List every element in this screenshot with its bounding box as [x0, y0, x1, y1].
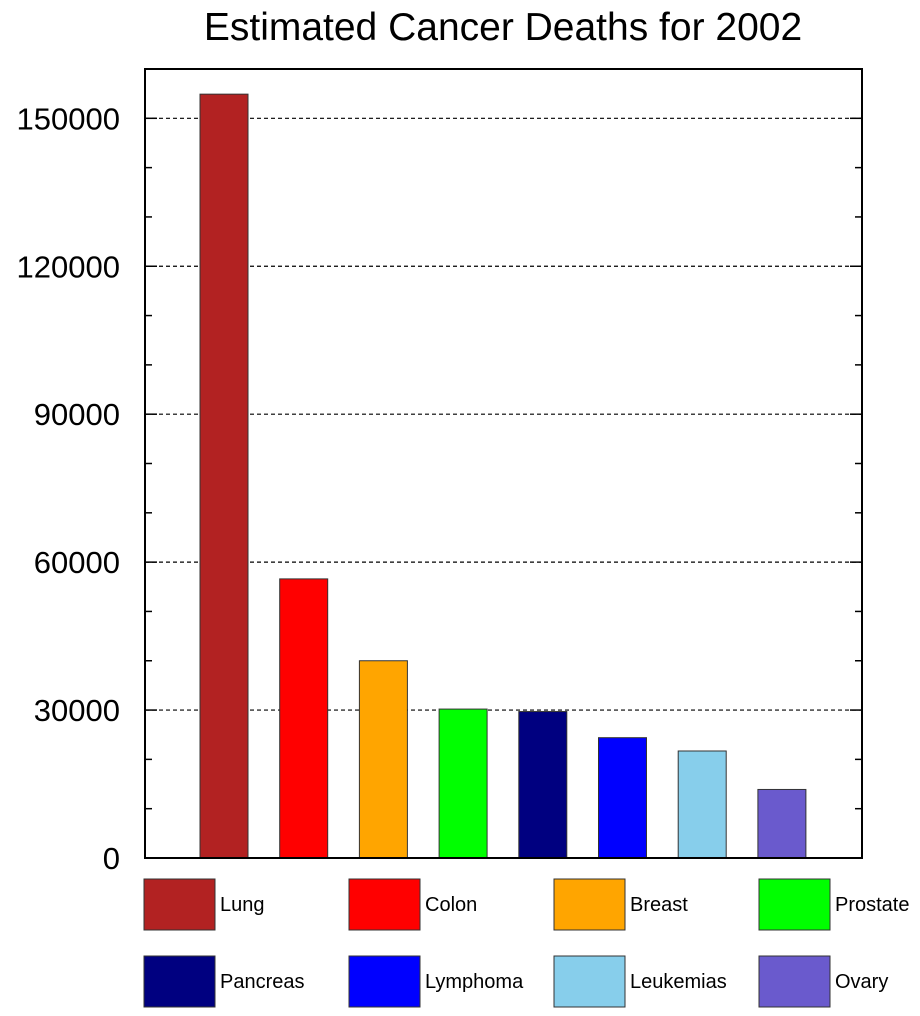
y-tick-label: 150000	[17, 101, 120, 136]
legend-label-colon: Colon	[425, 894, 477, 916]
legend: Lung Colon Breast Prostate Pancreas Lymphoma L…	[143, 878, 909, 1008]
legend-swatch-ovary	[758, 955, 831, 1008]
bar-breast	[358, 660, 408, 859]
y-tick-label: 0	[103, 841, 120, 876]
legend-label-ovary: Ovary	[835, 971, 888, 993]
bar-lymphoma	[598, 737, 647, 859]
y-tick-label: 90000	[34, 397, 120, 432]
legend-swatch-leukemias	[553, 955, 626, 1008]
bar-leukemias	[677, 750, 727, 859]
legend-swatch-colon	[348, 878, 421, 931]
y-tick-label: 120000	[17, 249, 120, 284]
legend-swatch-pancreas	[143, 955, 216, 1008]
legend-swatch-prostate	[758, 878, 831, 931]
legend-label-prostate: Prostate	[835, 894, 909, 916]
legend-swatch-lung	[143, 878, 216, 931]
bar-ovary	[757, 788, 807, 859]
legend-label-lymphoma: Lymphoma	[425, 971, 524, 993]
plot-frame	[144, 68, 863, 859]
y-tick-label: 60000	[34, 545, 120, 580]
legend-label-lung: Lung	[220, 894, 265, 916]
chart-title: Estimated Cancer Deaths for 2002	[204, 6, 802, 49]
legend-label-pancreas: Pancreas	[220, 971, 305, 993]
grid-lines	[145, 117, 862, 711]
legend-swatch-lymphoma	[348, 955, 421, 1008]
y-tick-label: 30000	[34, 693, 120, 728]
bar-pancreas	[518, 711, 568, 859]
legend-label-breast: Breast	[630, 894, 688, 916]
bar-prostate	[438, 708, 488, 859]
legend-swatch-breast	[553, 878, 626, 931]
bar-lung	[199, 93, 249, 859]
bar-colon	[279, 578, 329, 859]
legend-label-leukemias: Leukemias	[630, 971, 727, 993]
y-axis: 0 30000 60000 90000 120000 150000	[17, 68, 862, 876]
bars	[199, 93, 807, 859]
